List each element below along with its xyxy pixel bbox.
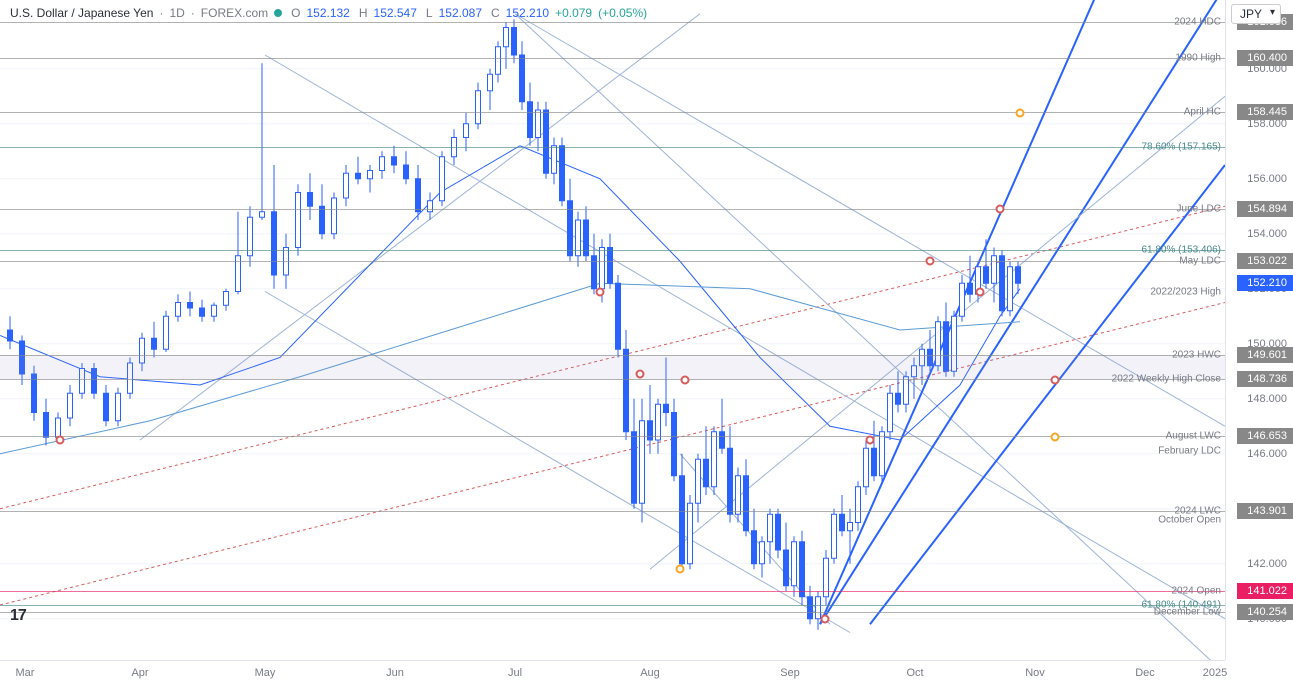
marker — [1016, 108, 1025, 117]
level-label: 2023 HWC — [1172, 349, 1221, 360]
level-line — [0, 112, 1225, 113]
current-price-box: 152.210 — [1237, 275, 1293, 291]
marker — [56, 436, 65, 445]
marker — [681, 375, 690, 384]
x-tick: Dec — [1135, 667, 1155, 679]
level-line — [0, 436, 1225, 437]
x-tick: Oct — [906, 667, 923, 679]
marker — [976, 287, 985, 296]
timeframe: 1D — [169, 6, 184, 20]
level-label: 61.80% (153.406) — [1141, 245, 1221, 256]
y-axis[interactable]: 140.000142.000144.000146.000148.000150.0… — [1225, 0, 1293, 660]
marker — [821, 614, 830, 623]
pair-title: U.S. Dollar / Japanese Yen — [10, 6, 153, 20]
low-label: L — [426, 6, 433, 20]
x-axis[interactable]: Mar Apr May Jun Jul Aug Sep Oct Nov Dec 2025 — [0, 660, 1225, 687]
marker — [866, 436, 875, 445]
marker — [926, 257, 935, 266]
symbol-label: JPY — [1240, 7, 1262, 21]
status-icon — [274, 9, 282, 17]
level-line — [0, 58, 1225, 59]
low-value: 152.087 — [439, 6, 482, 20]
marker — [1051, 433, 1060, 442]
x-tick: Jul — [508, 667, 522, 679]
level-line — [0, 250, 1225, 251]
x-tick: Jun — [386, 667, 404, 679]
x-tick: Aug — [640, 667, 660, 679]
price-box: 148.736 — [1237, 371, 1293, 387]
price-box: 158.445 — [1237, 104, 1293, 120]
price-box: 146.653 — [1237, 428, 1293, 444]
x-tick: 2025 — [1203, 667, 1227, 679]
open-label: O — [291, 6, 300, 20]
level-label: April HC — [1184, 106, 1221, 117]
x-tick: Sep — [780, 667, 800, 679]
level-label: 2024 Open — [1172, 585, 1222, 596]
close-value: 152.210 — [506, 6, 549, 20]
y-tick: 156.000 — [1247, 173, 1287, 185]
level-line — [0, 209, 1225, 210]
level-label: 78.60% (157.165) — [1141, 141, 1221, 152]
source: FOREX.com — [201, 6, 268, 20]
level-line — [0, 261, 1225, 262]
level-label: February LDC — [1158, 446, 1221, 457]
level-label: June LDC — [1177, 204, 1221, 215]
candles-layer — [0, 0, 1225, 660]
level-line — [0, 591, 1225, 592]
price-zone — [0, 355, 1225, 379]
level-label: December Low — [1154, 606, 1221, 617]
level-label: May LDC — [1179, 255, 1221, 266]
marker — [636, 370, 645, 379]
marker — [996, 205, 1005, 214]
level-label: August LWC — [1166, 430, 1221, 441]
level-label: 2022/2023 High — [1150, 286, 1221, 297]
separator: · — [159, 6, 163, 20]
level-line — [0, 22, 1225, 23]
marker — [676, 565, 685, 574]
high-value: 152.547 — [374, 6, 417, 20]
x-tick: May — [255, 667, 276, 679]
level-label: 1990 High — [1175, 52, 1221, 63]
price-box: 154.894 — [1237, 201, 1293, 217]
level-line — [0, 355, 1225, 356]
y-tick: 146.000 — [1247, 448, 1287, 460]
level-label: October Open — [1158, 514, 1221, 525]
level-line — [0, 612, 1225, 613]
change-value: +0.079 — [555, 6, 592, 20]
x-tick: Mar — [16, 667, 35, 679]
y-tick: 142.000 — [1247, 558, 1287, 570]
price-box: 143.901 — [1237, 503, 1293, 519]
chart-area[interactable]: 2024 HDC 1990 High April HC 78.60% (157.165… — [0, 0, 1225, 660]
y-tick: 148.000 — [1247, 393, 1287, 405]
price-box: 149.601 — [1237, 347, 1293, 363]
open-value: 152.132 — [306, 6, 349, 20]
marker — [596, 287, 605, 296]
symbol-select[interactable]: JPY — [1231, 4, 1281, 24]
level-label: 2024 HDC — [1174, 17, 1221, 28]
level-label: 2022 Weekly High Close — [1112, 373, 1221, 384]
level-line — [0, 147, 1225, 148]
watermark: 17 — [10, 607, 26, 625]
x-tick: Nov — [1025, 667, 1045, 679]
price-box: 160.400 — [1237, 50, 1293, 66]
separator: · — [191, 6, 195, 20]
level-line — [0, 379, 1225, 380]
price-box: 153.022 — [1237, 253, 1293, 269]
marker — [1051, 375, 1060, 384]
price-box: 140.254 — [1237, 604, 1293, 620]
price-box: 141.022 — [1237, 583, 1293, 599]
y-tick: 158.000 — [1247, 118, 1287, 130]
x-tick: Apr — [131, 667, 148, 679]
chart-header: U.S. Dollar / Japanese Yen · 1D · FOREX.… — [10, 6, 647, 20]
level-line — [0, 511, 1225, 512]
high-label: H — [359, 6, 368, 20]
close-label: C — [491, 6, 500, 20]
y-tick: 154.000 — [1247, 228, 1287, 240]
level-line — [0, 605, 1225, 606]
change-pct: (+0.05%) — [598, 6, 647, 20]
